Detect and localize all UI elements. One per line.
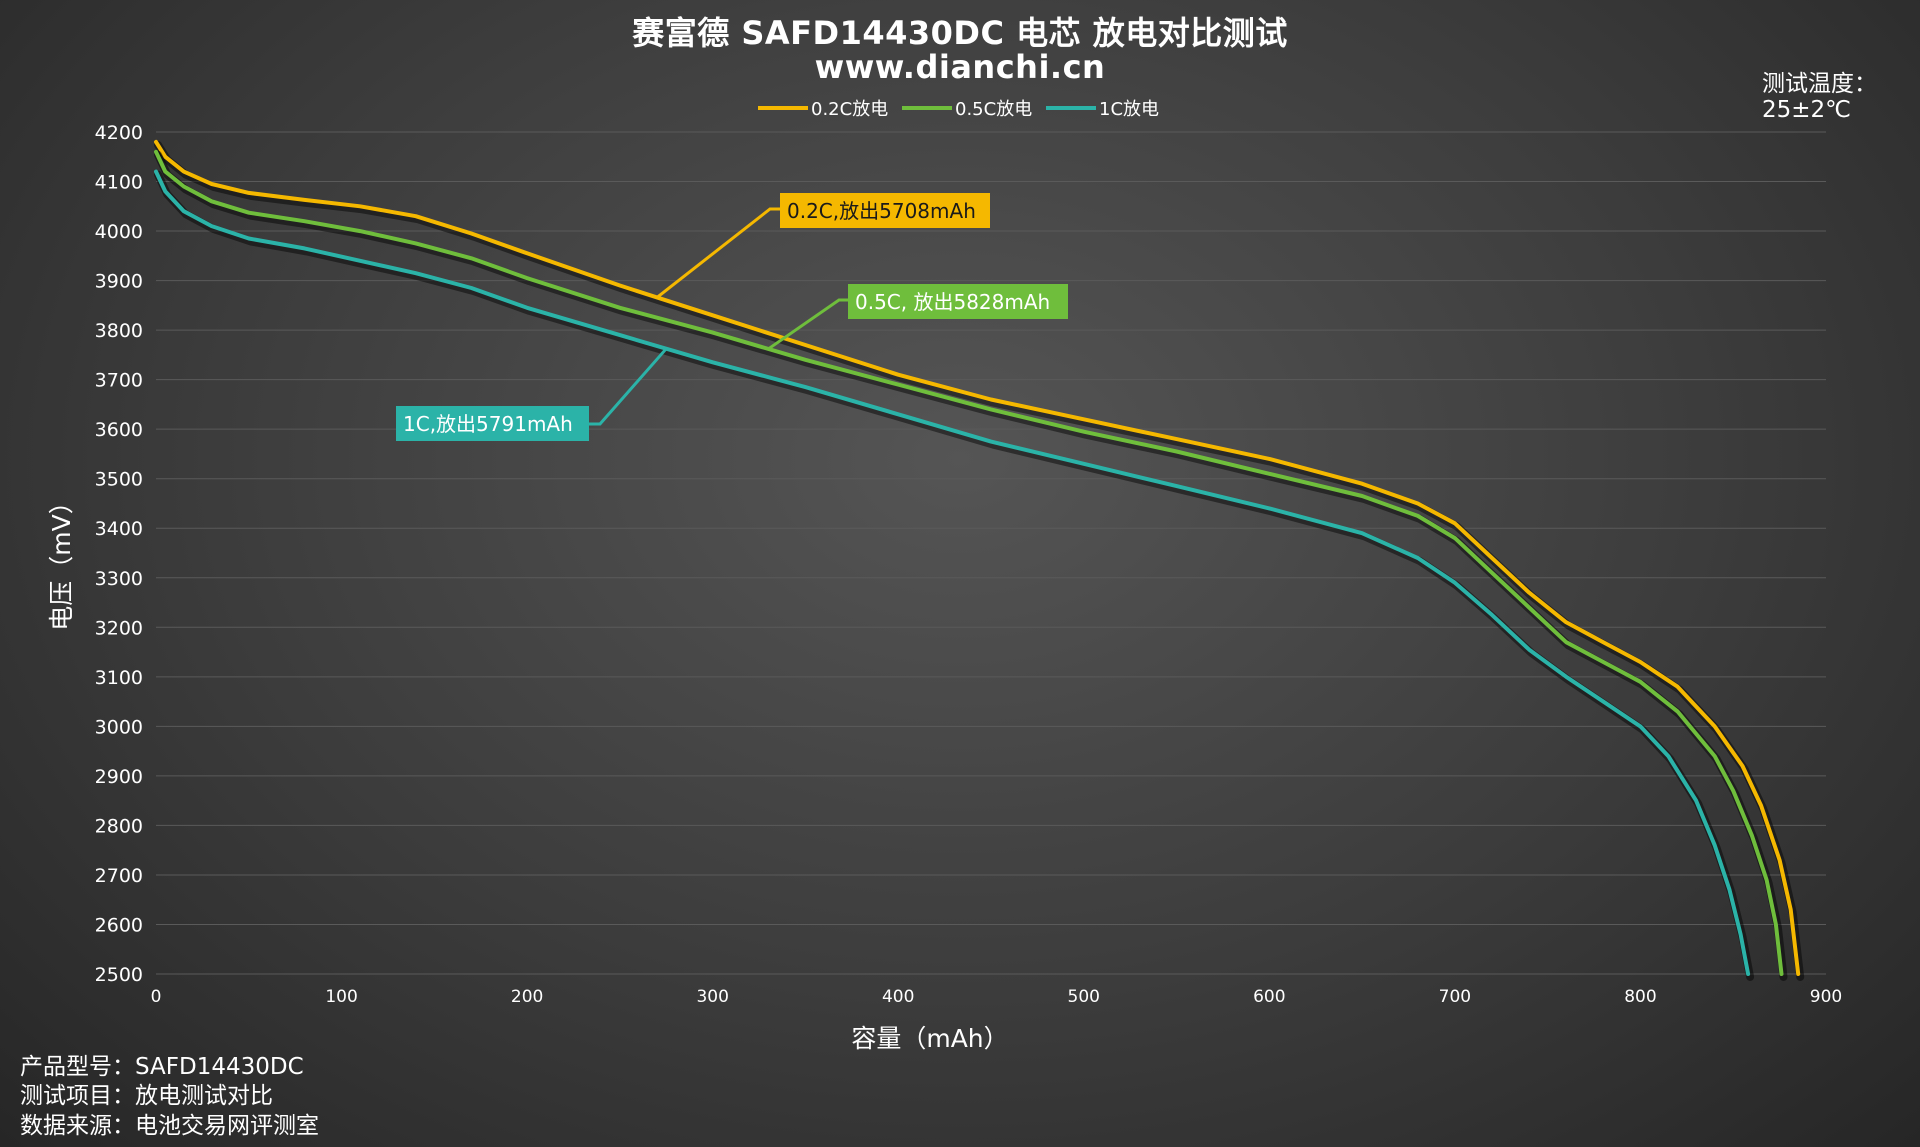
- y-tick-label: 4000: [95, 221, 143, 243]
- y-tick-label: 3300: [95, 568, 143, 590]
- footer-key: 数据来源：: [20, 1113, 135, 1139]
- y-tick-label: 2500: [95, 964, 143, 986]
- x-tick-label: 800: [1624, 987, 1656, 1007]
- y-tick-label: 2800: [95, 815, 143, 837]
- annotation-box: [848, 284, 1068, 319]
- grid-lines: [156, 131, 1826, 975]
- footer-data-source: 数据来源：电池交易网评测室: [20, 1106, 319, 1140]
- footer-value: 电池交易网评测室: [135, 1113, 319, 1139]
- footer-key: 产品型号：: [20, 1054, 135, 1080]
- y-tick-label: 3800: [95, 320, 143, 342]
- legend: 0.2C放电 0.5C放电 1C放电: [758, 99, 1159, 120]
- annotation-leader-line: [767, 298, 848, 351]
- annotation-label: 1C,放出5791mAh: [403, 412, 573, 436]
- y-tick-label: 3700: [95, 370, 143, 392]
- annotation-box: [780, 193, 990, 228]
- y-tick-label: 3000: [95, 716, 143, 738]
- y-tick-label: 3200: [95, 617, 143, 639]
- y-tick-label: 4200: [95, 122, 143, 144]
- annotation-leader-line: [656, 207, 780, 299]
- series-line-0: [154, 139, 1801, 976]
- x-tick-label: 500: [1068, 987, 1100, 1007]
- footer-test-item: 测试项目：放电测试对比: [20, 1076, 273, 1110]
- y-tick-label: 2900: [95, 766, 143, 788]
- series-line-shadow: [154, 150, 1788, 981]
- x-axis-title: 容量（mAh）: [851, 1024, 1008, 1053]
- x-tick-label: 400: [882, 987, 914, 1007]
- x-tick-label: 900: [1810, 987, 1842, 1007]
- annotations: 0.2C,放出5708mAh 0.5C, 放出5828mAh 1C,放出5791mA…: [396, 193, 1068, 441]
- x-tick-label: 600: [1253, 987, 1285, 1007]
- y-tick-label: 3400: [95, 518, 143, 540]
- test-temperature-label: 测试温度：: [1762, 71, 1877, 97]
- y-tick-label: 3100: [95, 667, 143, 689]
- y-axis-title: 电压（mV）: [47, 489, 76, 630]
- legend-label: 0.5C放电: [955, 99, 1032, 120]
- series-line-2: [154, 169, 1751, 976]
- x-tick-label: 0: [151, 987, 162, 1007]
- y-tick-label: 3500: [95, 469, 143, 491]
- footer-key: 测试项目：: [20, 1083, 135, 1109]
- annotation-leader-line: [589, 347, 668, 426]
- annotation-box: [396, 406, 589, 441]
- series-lines: [154, 139, 1805, 981]
- y-tick-label: 3900: [95, 271, 143, 293]
- footer-value: 放电测试对比: [135, 1083, 273, 1109]
- legend-label: 0.2C放电: [811, 99, 888, 120]
- x-axis-ticks: 0 100 200 300 400 500 600 700 800 900: [151, 987, 1843, 1007]
- y-tick-label: 2600: [95, 914, 143, 936]
- annotation-label: 0.5C, 放出5828mAh: [855, 290, 1050, 314]
- chart-title: 赛富德 SAFD14430DC 电芯 放电对比测试: [632, 14, 1288, 52]
- test-temperature-value: 25±2℃: [1762, 97, 1852, 123]
- annotation-label: 0.2C,放出5708mAh: [787, 199, 976, 223]
- series-line-1: [154, 149, 1784, 976]
- x-tick-label: 700: [1439, 987, 1471, 1007]
- y-tick-label: 3600: [95, 419, 143, 441]
- y-axis-ticks: 2500 2600 2700 2800 2900 3000 3100 3200 3300 3400…: [95, 122, 143, 986]
- x-tick-label: 300: [696, 987, 728, 1007]
- chart-subtitle-url: www.dianchi.cn: [814, 48, 1106, 86]
- legend-label: 1C放电: [1099, 99, 1159, 120]
- y-tick-label: 4100: [95, 172, 143, 194]
- y-tick-label: 2700: [95, 865, 143, 887]
- footer-product-model: 产品型号：SAFD14430DC: [20, 1047, 304, 1081]
- footer-value: SAFD14430DC: [135, 1054, 304, 1080]
- x-tick-label: 100: [325, 987, 357, 1007]
- x-tick-label: 200: [511, 987, 543, 1007]
